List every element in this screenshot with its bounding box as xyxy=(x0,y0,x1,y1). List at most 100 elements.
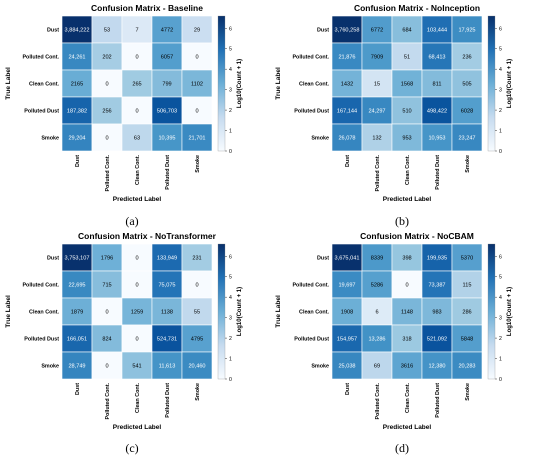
heatmap-cell xyxy=(181,270,213,299)
cell-value-label: 154,957 xyxy=(337,337,357,343)
heatmap-cell xyxy=(61,96,93,125)
x-tick-label: Clean Cont. xyxy=(405,155,411,185)
x-axis-label: Predicted Label xyxy=(113,424,162,431)
colorbar-label: Log10(Count + 1) xyxy=(237,287,243,336)
cell-value-label: 23,247 xyxy=(458,136,475,142)
cell-value-label: 1796 xyxy=(101,256,113,262)
heatmap-cell xyxy=(361,42,393,71)
heatmap-cell xyxy=(121,15,153,44)
colorbar-tick-label: 4 xyxy=(229,67,232,73)
cell-value-label: 0 xyxy=(105,136,108,142)
cell-value-label: 1879 xyxy=(71,310,83,316)
cell-value-label: 506,703 xyxy=(157,109,177,115)
x-tick-label: Polluted Dust xyxy=(435,155,441,190)
cell-value-label: 3,675,041 xyxy=(335,256,360,262)
cell-value-label: 53 xyxy=(104,28,110,34)
panel-caption-b: (b) xyxy=(395,214,409,228)
cell-value-label: 187,382 xyxy=(67,109,87,115)
heatmap-cell xyxy=(151,69,183,98)
heatmap-cell xyxy=(421,297,453,326)
heatmap-cell xyxy=(91,351,123,380)
x-tick-label: Smoke xyxy=(465,155,471,173)
x-tick-label: Dust xyxy=(75,383,81,395)
heatmap-cell xyxy=(91,96,123,125)
cell-value-label: 5848 xyxy=(461,337,473,343)
colorbar-tick-label: 1 xyxy=(229,357,232,363)
cell-value-label: 22,695 xyxy=(68,283,85,289)
heatmap-cell xyxy=(451,15,483,44)
y-tick-label: Polluted Dust xyxy=(24,337,59,343)
colorbar-tick-label: 5 xyxy=(229,47,232,53)
panel-caption-c: (c) xyxy=(125,441,139,455)
x-tick-label: Clean Cont. xyxy=(405,383,411,413)
cell-value-label: 24,297 xyxy=(368,109,385,115)
cell-value-label: 11,613 xyxy=(159,364,176,370)
heatmap-cell xyxy=(451,351,483,380)
cell-value-label: 0 xyxy=(135,109,138,115)
cell-value-label: 953 xyxy=(402,136,411,142)
cell-value-label: 0 xyxy=(135,337,138,343)
colorbar-tick-label: 0 xyxy=(229,149,232,155)
heatmap-cell xyxy=(421,270,453,299)
cell-value-label: 8339 xyxy=(371,256,383,262)
cell-value-label: 202 xyxy=(102,55,111,61)
heatmap-cell xyxy=(391,15,423,44)
cell-value-label: 103,444 xyxy=(427,28,447,34)
heatmap-cell xyxy=(331,351,363,380)
heatmap-cell xyxy=(331,243,363,272)
cell-value-label: 10,395 xyxy=(158,136,175,142)
cell-value-label: 505 xyxy=(462,82,471,88)
cell-value-label: 3,760,258 xyxy=(335,28,360,34)
cell-value-label: 286 xyxy=(462,310,471,316)
colorbar-tick-label: 1 xyxy=(499,129,502,135)
cell-value-label: 20,460 xyxy=(188,364,205,370)
heatmap-cell xyxy=(391,96,423,125)
heatmap-cell xyxy=(451,123,483,152)
heatmap-cell xyxy=(451,297,483,326)
chart-title: Confusion Matrix - NoCBAM xyxy=(360,231,474,241)
heatmap-cell xyxy=(151,297,183,326)
heatmap-cell xyxy=(181,123,213,152)
panel-caption-d: (d) xyxy=(395,441,409,455)
cell-value-label: 132 xyxy=(372,136,381,142)
heatmap-cell xyxy=(391,270,423,299)
colorbar-tick-label: 3 xyxy=(499,316,502,322)
cell-value-label: 5286 xyxy=(371,283,383,289)
heatmap-cell xyxy=(361,243,393,272)
cell-value-label: 21,701 xyxy=(188,136,205,142)
colorbar-tick-label: 5 xyxy=(229,275,232,281)
x-tick-label: Clean Cont. xyxy=(135,383,141,413)
heatmap-cell xyxy=(451,96,483,125)
cell-value-label: 6772 xyxy=(371,28,383,34)
colorbar-tick-label: 0 xyxy=(499,149,502,155)
cell-value-label: 25,038 xyxy=(338,364,355,370)
heatmap-cell xyxy=(121,123,153,152)
x-tick-label: Smoke xyxy=(195,155,201,173)
cell-value-label: 6028 xyxy=(461,109,473,115)
x-tick-label: Dust xyxy=(345,383,351,395)
cell-value-label: 398 xyxy=(402,256,411,262)
heatmap-cell xyxy=(121,243,153,272)
y-tick-label: Dust xyxy=(47,256,59,262)
y-tick-label: Smoke xyxy=(311,136,329,142)
y-tick-label: Clean Cont. xyxy=(29,82,59,88)
cell-value-label: 13,286 xyxy=(368,337,385,343)
heatmap-cell xyxy=(91,15,123,44)
cell-value-label: 29 xyxy=(194,28,200,34)
cell-value-label: 318 xyxy=(402,337,411,343)
colorbar-tick-label: 0 xyxy=(499,377,502,383)
x-tick-label: Smoke xyxy=(465,383,471,401)
cell-value-label: 498,422 xyxy=(427,109,447,115)
x-tick-label: Polluted Dust xyxy=(435,383,441,418)
y-tick-label: Smoke xyxy=(41,364,59,370)
x-axis-label: Predicted Label xyxy=(383,424,432,431)
cell-value-label: 115 xyxy=(463,283,472,289)
colorbar-tick-label: 1 xyxy=(229,129,232,135)
cell-value-label: 510 xyxy=(402,109,411,115)
heatmap-cell xyxy=(361,123,393,152)
x-tick-label: Polluted Cont. xyxy=(105,155,111,192)
y-tick-label: Polluted Cont. xyxy=(292,55,329,61)
colorbar-tick-label: 2 xyxy=(229,336,232,342)
y-axis-label: True Label xyxy=(5,67,12,100)
heatmap-cell xyxy=(331,324,363,353)
